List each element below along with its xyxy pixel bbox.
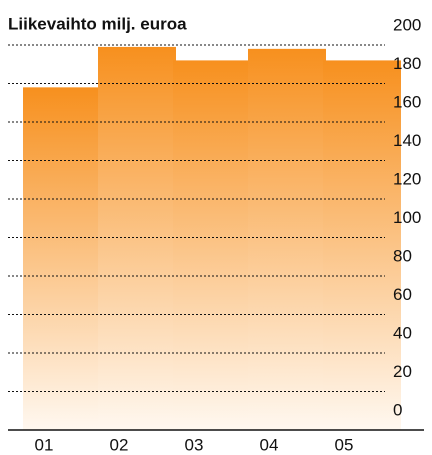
x-tick-label: 02 xyxy=(110,435,129,454)
bar xyxy=(98,46,176,431)
y-tick-label: 0 xyxy=(393,400,402,419)
y-tick-label: 200 xyxy=(393,15,421,34)
y-tick-label: 180 xyxy=(393,54,421,73)
bar xyxy=(248,48,326,430)
bar xyxy=(323,60,401,431)
bar xyxy=(23,87,101,430)
y-tick-label: 60 xyxy=(393,285,412,304)
x-tick-label: 04 xyxy=(260,435,279,454)
x-tick-label: 01 xyxy=(35,435,54,454)
y-tick-label: 40 xyxy=(393,323,412,342)
y-tick-label: 120 xyxy=(393,169,421,188)
x-tick-label: 05 xyxy=(335,435,354,454)
chart-title: Liikevaihto milj. euroa xyxy=(8,14,187,33)
y-tick-label: 80 xyxy=(393,246,412,265)
y-tick-label: 160 xyxy=(393,92,421,111)
y-tick-label: 140 xyxy=(393,131,421,150)
y-tick-label: 20 xyxy=(393,362,412,381)
bar xyxy=(173,60,251,431)
x-tick-label: 03 xyxy=(185,435,204,454)
y-tick-label: 100 xyxy=(393,208,421,227)
